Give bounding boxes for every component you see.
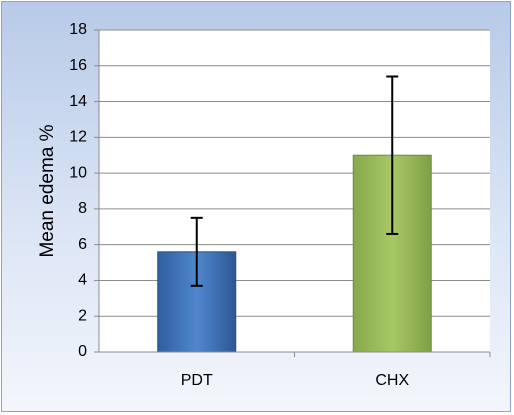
y-tick-label: 10 <box>69 164 87 181</box>
y-tick-label: 14 <box>69 93 87 110</box>
y-tick-label: 0 <box>78 343 87 360</box>
y-tick-label: 8 <box>78 200 87 217</box>
y-tick-label: 2 <box>78 307 87 324</box>
bars <box>157 75 432 353</box>
x-tick-label: CHX <box>375 372 409 389</box>
y-tick-label: 18 <box>69 21 87 38</box>
y-tick-label: 12 <box>69 129 87 146</box>
x-tick-label: PDT <box>181 372 213 389</box>
y-tick-label: 6 <box>78 236 87 253</box>
y-axis-title: Mean edema % <box>37 124 58 257</box>
y-tick-label: 4 <box>78 272 87 289</box>
axes: 0 2 4 6 8 10 12 14 16 18 PDT CHX <box>69 21 491 389</box>
y-tick-label: 16 <box>69 57 87 74</box>
